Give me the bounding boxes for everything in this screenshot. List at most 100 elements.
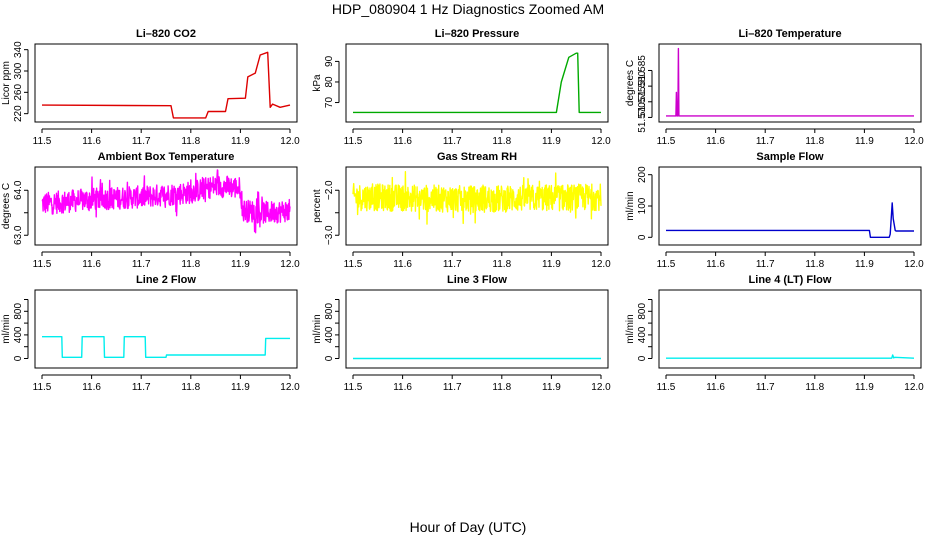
y-axis-label: Licor ppm [1, 61, 12, 105]
y-tick-label: 800 [324, 303, 335, 320]
plot-frame [658, 43, 922, 123]
y-tick-label: 0 [324, 355, 335, 361]
x-tick-label: 11.5 [344, 382, 363, 393]
x-tick-label: 11.6 [82, 382, 101, 393]
x-tick-label: 11.5 [33, 136, 52, 147]
panel-0: Li–820 CO2 Licor ppm 11.5 11.6 11.7 11.8 11.9 1… [1, 28, 300, 147]
panel-6: Line 2 Flow ml/min 11.5 11.6 11.7 11.8 11.9 12.… [1, 274, 300, 393]
panel-title: Li–820 Pressure [435, 28, 519, 40]
y-tick-label: 63.0 [13, 225, 24, 245]
x-tick-label: 11.7 [756, 382, 775, 393]
y-tick-label: 340 [13, 41, 24, 58]
y-axis-label: ml/min [625, 314, 636, 343]
y-axis-label: degrees C [625, 60, 636, 106]
x-tick-label: 11.8 [492, 259, 511, 270]
x-tick-label: 11.7 [132, 382, 151, 393]
x-tick-label: 11.8 [181, 382, 200, 393]
y-tick-label: 90 [324, 55, 335, 67]
y-tick-label: 70 [324, 97, 335, 109]
series-line [666, 354, 915, 359]
panel-title: Gas Stream RH [437, 151, 517, 163]
x-tick-label: 11.9 [855, 259, 874, 270]
x-tick-label: 11.6 [706, 136, 725, 147]
x-tick-label: 11.5 [657, 136, 676, 147]
x-tick-label: 12.0 [904, 259, 924, 270]
x-tick-label: 12.0 [591, 259, 611, 270]
x-tick-label: 11.5 [33, 382, 52, 393]
panel-5: Sample Flow ml/min 11.5 11.6 11.7 11.8 11.9 12.… [625, 151, 924, 270]
panel-title: Line 2 Flow [136, 274, 196, 286]
y-tick-label: 220 [13, 105, 24, 122]
x-tick-label: 11.6 [82, 259, 101, 270]
series-line [41, 169, 291, 234]
x-tick-label: 11.6 [706, 382, 725, 393]
x-tick-label: 11.5 [344, 259, 363, 270]
y-tick-label: −3.0 [324, 225, 335, 245]
y-tick-label: 51.570 [637, 102, 648, 133]
y-tick-label: 80 [324, 76, 335, 88]
y-tick-label: −2.0 [324, 180, 335, 200]
series-line [353, 52, 601, 114]
y-tick-label: 200 [637, 166, 648, 183]
y-tick-label: 64.0 [13, 180, 24, 200]
y-tick-label: 51.585 [637, 55, 648, 86]
plot-frame [658, 166, 922, 246]
y-tick-label: 800 [13, 303, 24, 320]
y-tick-label: 300 [13, 62, 24, 79]
x-tick-label: 11.5 [344, 136, 363, 147]
x-tick-label: 11.7 [443, 382, 462, 393]
plot-frame [345, 43, 609, 123]
x-tick-label: 11.6 [706, 259, 725, 270]
panels-grid: Li–820 CO2 Licor ppm 11.5 11.6 11.7 11.8 11.9 1… [1, 28, 924, 393]
x-tick-label: 11.8 [805, 382, 824, 393]
x-tick-label: 11.6 [393, 259, 412, 270]
y-tick-label: 51.580 [637, 70, 648, 101]
x-tick-label: 11.5 [657, 382, 676, 393]
panel-title: Line 3 Flow [447, 274, 507, 286]
y-axis-label: ml/min [312, 314, 323, 343]
y-tick-label: 400 [13, 326, 24, 343]
x-tick-label: 11.9 [231, 382, 250, 393]
x-tick-label: 11.7 [756, 259, 775, 270]
panel-7: Line 3 Flow ml/min 11.5 11.6 11.7 11.8 11.9 12.… [312, 274, 611, 393]
panel-8: Line 4 (LT) Flow ml/min 11.5 11.6 11.7 11.8 11… [625, 274, 924, 393]
x-tick-label: 11.9 [542, 136, 561, 147]
y-axis-label: kPa [312, 74, 323, 92]
x-tick-label: 12.0 [904, 382, 924, 393]
x-tick-label: 11.9 [542, 259, 561, 270]
x-tick-label: 11.8 [181, 136, 200, 147]
x-tick-label: 11.7 [443, 136, 462, 147]
panel-title: Ambient Box Temperature [98, 151, 235, 163]
y-tick-label: 0 [637, 234, 648, 240]
series-line [352, 170, 602, 225]
x-tick-label: 11.7 [132, 259, 151, 270]
y-tick-label: 0 [13, 355, 24, 361]
panel-4: Gas Stream RH percent 11.5 11.6 11.7 11.8 11.9… [312, 151, 611, 270]
x-tick-label: 11.5 [33, 259, 52, 270]
plot-frame [345, 289, 609, 369]
x-tick-label: 11.8 [181, 259, 200, 270]
plot-frame [34, 166, 298, 246]
y-tick-label: 400 [637, 326, 648, 343]
y-tick-label: 100 [637, 197, 648, 214]
x-tick-label: 11.9 [231, 136, 250, 147]
plot-frame [34, 43, 298, 123]
panel-3: Ambient Box Temperature degrees C 11.5 11.6… [1, 151, 300, 270]
figure-xlabel: Hour of Day (UTC) [410, 519, 527, 535]
series-line [42, 336, 290, 358]
y-axis-label: ml/min [625, 191, 636, 220]
panel-title: Sample Flow [756, 151, 824, 163]
panel-1: Li–820 Pressure kPa 11.5 11.6 11.7 11.8 11.9 12… [312, 28, 611, 147]
plot-frame [658, 289, 922, 369]
series-line [666, 202, 914, 239]
x-tick-label: 12.0 [904, 136, 924, 147]
panel-title: Line 4 (LT) Flow [749, 274, 832, 286]
x-tick-label: 11.8 [805, 136, 824, 147]
y-tick-label: 260 [13, 84, 24, 101]
x-tick-label: 11.7 [132, 136, 151, 147]
x-tick-label: 11.9 [542, 382, 561, 393]
plot-frame [345, 166, 609, 246]
x-tick-label: 12.0 [280, 136, 300, 147]
series-line [41, 51, 291, 119]
x-tick-label: 12.0 [591, 136, 611, 147]
